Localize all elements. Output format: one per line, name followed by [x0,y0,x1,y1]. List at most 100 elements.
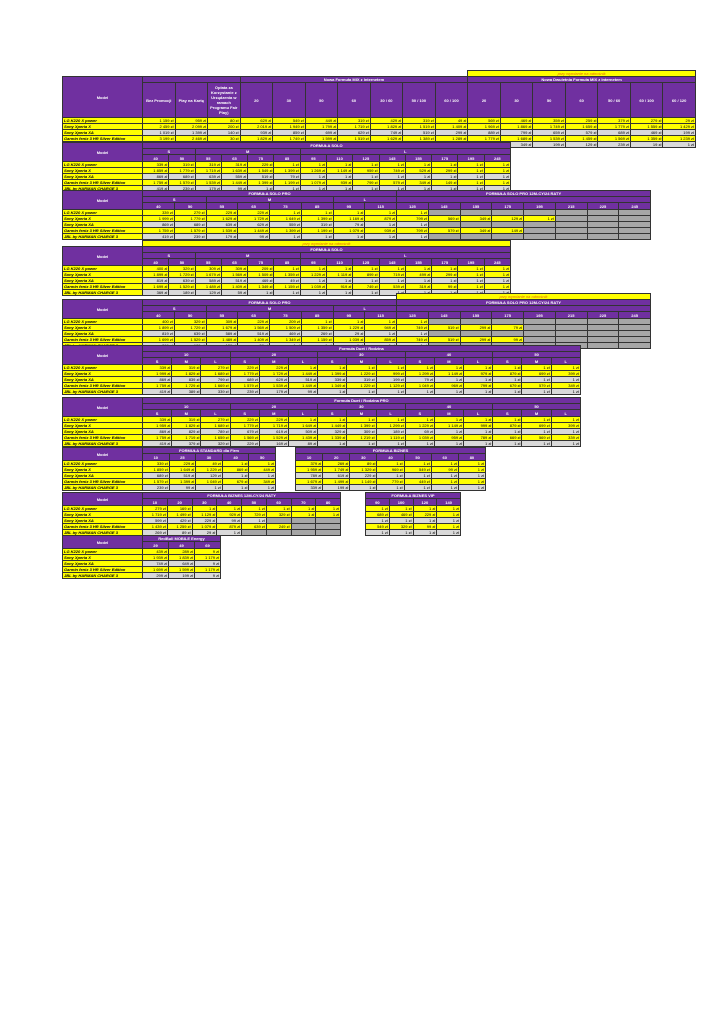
column-label: M [521,357,552,365]
model-header: Model [62,142,143,162]
data-row: Sony Xperia XA 1 019 zł 1 399 zł 140 zł 939 … [62,129,696,136]
model-header: Model [62,190,143,210]
empty-cell [523,233,556,240]
column-label: 155 [404,154,433,162]
column-label: 125 [396,311,429,319]
column-label: 115 [364,202,398,210]
price-cell: 1 zł [403,484,432,491]
column-label: 69 [194,541,221,549]
column-label: 85 [273,154,301,162]
empty-cell [427,233,461,240]
model-name: JBL by HARMAN CHARGE 3 [62,572,143,579]
column-label: 50 [241,498,267,506]
column-label: Play na Kartę [174,82,209,118]
column-label: 40 [141,154,170,162]
data-row: 339 zł 199 zł 1 zł 1 zł 1 zł 1 zł 1 zł [294,484,487,491]
price-table: przy wymianie na odnośnik Model Nowa Formu… [62,70,696,148]
column-label: L [463,409,494,417]
price-cell: 1 zł [662,141,696,148]
table-body: Model FORMUŁA SOLO PRO FORMUŁA SOLO PRO 12… [62,190,652,240]
price-cell: 1 zł [378,289,406,296]
column-label: 80 [457,453,487,461]
column-row: 10 20 30 40 50 60 80 [294,453,487,461]
column-label: 50 [173,202,207,210]
model-header: Model [62,76,143,118]
column-row: Bez Promocji Play na Kartę Opłata za Korzy… [63,82,696,118]
column-label: M [258,357,289,365]
column-label: L [200,357,231,365]
price-cell: 1 zł [349,484,378,491]
column-label: 30 [195,453,223,461]
price-cell: 1 zł [221,484,250,491]
data-row: LG K220 X power 400 zł 329 zł 309 zł 229 zł 2… [62,318,652,325]
price-cell: 1 zł [396,233,429,240]
price-cell: 199 zł [322,484,351,491]
column-label: L [200,409,231,417]
price-table: przy wymianie na odnośnik Model FORMUŁA SO… [62,240,512,296]
price-cell: 1 zł [412,529,438,536]
model-name: JBL by HARMAN CHARGE 3 [62,440,143,447]
column-label: 115 [364,311,397,319]
price-cell: 1 zł [375,388,406,395]
column-label: L [375,357,406,365]
data-row: JBL by HARMAN CHARGE 3 419 zł 389 zł 339 zł… [62,388,581,395]
data-row: LG K220 X power 339 zł 229 zł 49 zł 1 zł 1 zł [62,460,277,467]
model-name: JBL by HARMAN CHARGE 3 [62,388,143,395]
price-cell: 19 zł [629,141,664,148]
column-row: 40 50 55 65 75 85 95 110 125 145 155 175 195 245 [63,154,512,162]
column-label: M [171,357,202,365]
column-label: 90 [365,498,390,506]
empty-cell [459,233,493,240]
price-cell: 339 zł [200,388,231,395]
column-label: S [492,409,523,417]
column-label: 95 [299,154,327,162]
data-row: 689 zł 469 zł 229 zł 1 zł [365,511,461,518]
price-cell: 329 zł [200,440,231,447]
column-row: 40 50 55 65 75 85 95 115 125 145 155 175 195 215 225 24… [63,311,652,319]
data-row: JBL by HARMAN CHARGE 3 419 zł 239 zł 179 zł… [62,233,652,240]
price-cell: 229 zł [229,440,260,447]
column-row: 29 49 69 [63,541,221,549]
table-body: Model FORMUŁA STANDARD dla Firm 10 25 30 40 50… [62,447,277,491]
price-table: Model FORMUŁA SOLO PRO FORMUŁA SOLO PRO 12… [62,190,652,240]
column-label: 60 [265,498,292,506]
price-cell: 239 zł [597,141,631,148]
column-label: 145 [378,258,406,266]
data-row: Sony Xperia XA 749 zł 649 zł 9 zł [62,560,221,567]
price-cell: 1 zł [404,388,435,395]
price-cell: 1 zł [346,440,377,447]
price-cell: 129 zł [564,141,599,148]
price-cell: 1 zł [404,440,435,447]
data-row: Sony Xperia XA 869 zł 689 zł 639 zł 559 zł 51… [62,173,512,180]
column-label: 20 [166,498,193,506]
model-header: Model [62,535,143,549]
column-label: 120 [412,498,438,506]
price-cell: 1 zł [332,233,366,240]
column-label: 60 / 120 [662,82,696,118]
column-label: Bez Promocji [142,82,176,118]
price-cell: 1 zł [436,529,461,536]
price-cell: 1 zł [550,388,581,395]
empty-cell [290,529,317,536]
data-row: JBL by HARMAN CHARGE 3 419 zł 379 zł 329 zł… [62,440,581,447]
column-label: L [550,357,581,365]
column-label: 175 [431,154,459,162]
column-label: 155 [459,311,493,319]
data-row: LG K220 X power 339 zł 319 zł 319 zł 319 zł 2… [62,161,512,168]
price-cell: 1 zł [300,233,334,240]
column-label: 195 [457,258,485,266]
price-table: Model Formuła Duet / Rodzina PRO 10 20 30 40 5… [62,397,581,447]
empty-cell [618,342,652,349]
column-label: 85 [300,311,334,319]
column-label: 10 [294,453,324,461]
column-label: 40 [141,258,170,266]
price-cell: 99 zł [237,233,270,240]
column-label: 65 [237,202,270,210]
column-label: 155 [404,258,433,266]
price-cell: 89 zł [287,440,319,447]
price-cell: 1 zł [317,388,348,395]
table-body: przy wymianie na odnośnik Model FORMUŁA SO… [62,240,512,296]
